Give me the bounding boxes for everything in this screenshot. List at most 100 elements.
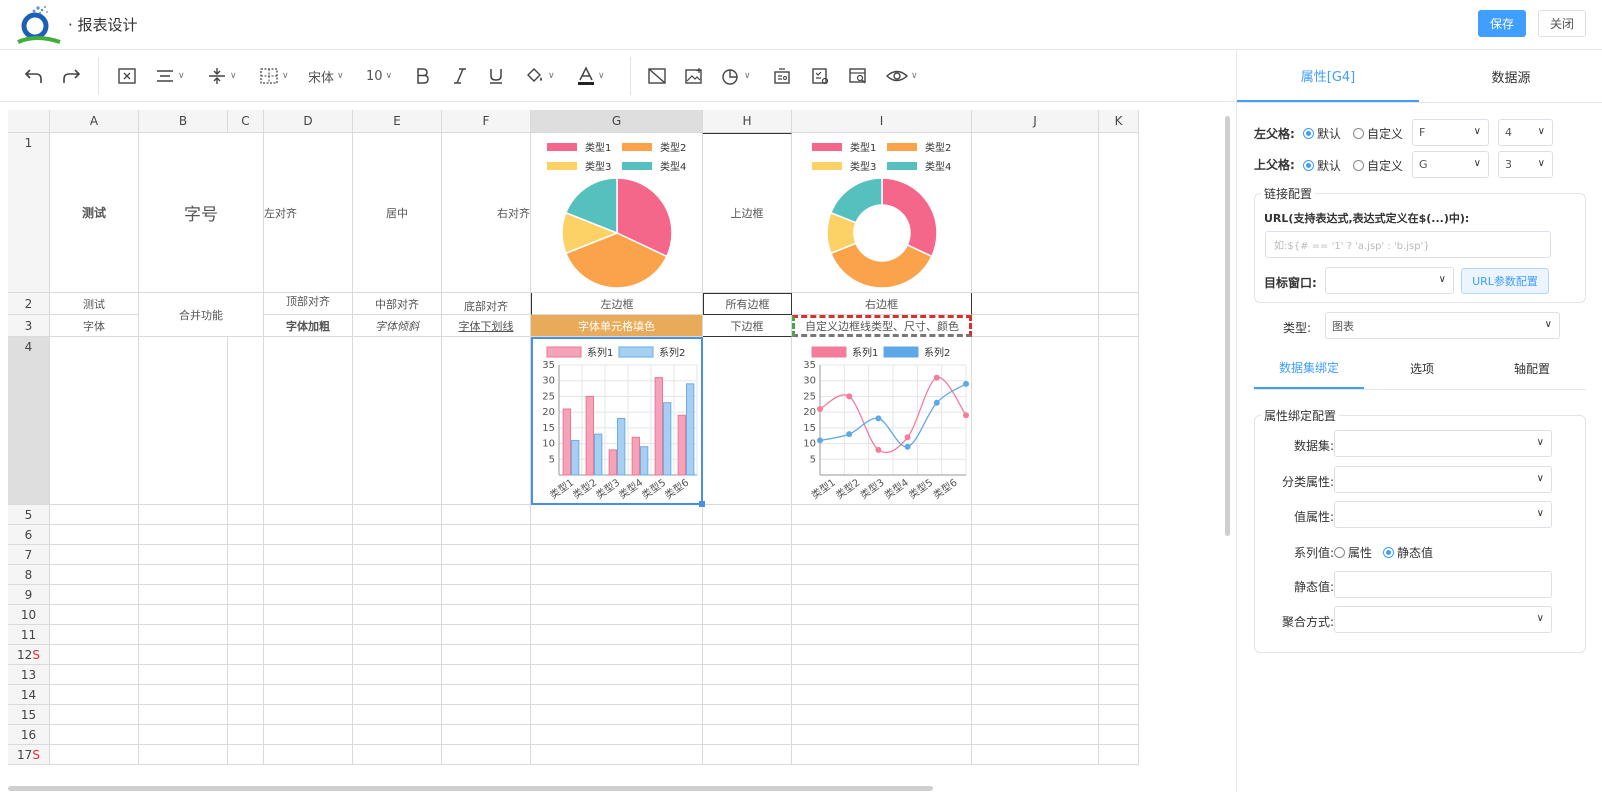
subtab-axis-config[interactable]: 轴配置: [1513, 362, 1550, 376]
cell-h6[interactable]: [703, 525, 792, 545]
cell-f8[interactable]: [442, 565, 531, 585]
cell-j5[interactable]: [972, 505, 1099, 525]
pie-chart[interactable]: 类型1 类型2 类型3 类型4: [531, 133, 703, 293]
column-header-a[interactable]: A: [50, 110, 139, 133]
cell-e13[interactable]: [353, 665, 442, 685]
cell-a13[interactable]: [50, 665, 139, 685]
cell-g2[interactable]: 左边框: [531, 293, 703, 315]
column-header-b[interactable]: B: [139, 110, 228, 133]
cell-g15[interactable]: [531, 705, 703, 725]
cell-h15[interactable]: [703, 705, 792, 725]
cell-a3[interactable]: 字体: [50, 315, 139, 337]
cell-b6[interactable]: [139, 525, 228, 545]
type-select[interactable]: 图表 ∨: [1325, 312, 1560, 339]
cell-a8[interactable]: [50, 565, 139, 585]
cell-g8[interactable]: [531, 565, 703, 585]
font-size-select[interactable]: 10 ∨: [366, 68, 393, 84]
cell-d17[interactable]: [264, 745, 353, 765]
row-header-4[interactable]: 4: [8, 337, 50, 505]
cell-e10[interactable]: [353, 605, 442, 625]
cell-h16[interactable]: [703, 725, 792, 745]
cell-a7[interactable]: [50, 545, 139, 565]
data-dictionary-icon[interactable]: [772, 63, 792, 89]
cell-b9[interactable]: [139, 585, 228, 605]
cell-g7[interactable]: [531, 545, 703, 565]
cell-d3[interactable]: 字体加粗: [264, 315, 353, 337]
cell-b1[interactable]: 字号: [139, 133, 264, 293]
cell-c6[interactable]: [228, 525, 264, 545]
horizontal-scrollbar[interactable]: [8, 786, 933, 791]
spreadsheet-grid[interactable]: A B C D E F G H I J K 1 2 3 4 5 6 7 8 9 10 11 12 S 13 14 15 16 17 S 测试…: [8, 110, 1222, 782]
row-header-10[interactable]: 10: [8, 605, 50, 625]
cell-b15[interactable]: [139, 705, 228, 725]
cell-d13[interactable]: [264, 665, 353, 685]
cell-d10[interactable]: [264, 605, 353, 625]
cell-f5[interactable]: [442, 505, 531, 525]
cell-d4[interactable]: [264, 337, 353, 505]
redo-icon[interactable]: [61, 63, 81, 89]
top-parent-default-radio[interactable]: 默认: [1303, 157, 1341, 174]
cell-j4[interactable]: [972, 337, 1099, 505]
cell-c17[interactable]: [228, 745, 264, 765]
cell-b5[interactable]: [139, 505, 228, 525]
cell-j10[interactable]: [972, 605, 1099, 625]
cell-g3[interactable]: 字体单元格填色: [531, 315, 703, 337]
cell-e14[interactable]: [353, 685, 442, 705]
cell-k2[interactable]: [1099, 293, 1139, 315]
cell-j6[interactable]: [972, 525, 1099, 545]
series-static-radio[interactable]: 静态值: [1383, 544, 1433, 561]
cell-a5[interactable]: [50, 505, 139, 525]
cell-i16[interactable]: [792, 725, 972, 745]
cell-h9[interactable]: [703, 585, 792, 605]
cell-g9[interactable]: [531, 585, 703, 605]
save-button[interactable]: 保存: [1478, 10, 1526, 37]
cell-b7[interactable]: [139, 545, 228, 565]
cell-e11[interactable]: [353, 625, 442, 645]
cell-g6[interactable]: [531, 525, 703, 545]
cell-j15[interactable]: [972, 705, 1099, 725]
cell-k6[interactable]: [1099, 525, 1139, 545]
font-color-icon[interactable]: ∨: [577, 63, 605, 89]
font-family-select[interactable]: 宋体 ∨: [308, 63, 344, 89]
cell-k8[interactable]: [1099, 565, 1139, 585]
top-parent-col-select[interactable]: G ∨: [1412, 151, 1489, 178]
cell-c13[interactable]: [228, 665, 264, 685]
cell-d15[interactable]: [264, 705, 353, 725]
row-header-8[interactable]: 8: [8, 565, 50, 585]
cell-a12[interactable]: [50, 645, 139, 665]
cell-i11[interactable]: [792, 625, 972, 645]
row-header-1[interactable]: 1: [8, 133, 50, 293]
cell-f1[interactable]: 右对齐: [442, 133, 531, 293]
visibility-icon[interactable]: ∨: [886, 63, 918, 89]
left-parent-default-radio[interactable]: 默认: [1303, 125, 1341, 142]
cell-g11[interactable]: [531, 625, 703, 645]
cell-k4[interactable]: [1099, 337, 1139, 505]
cell-h17[interactable]: [703, 745, 792, 765]
clear-format-icon[interactable]: [647, 63, 667, 89]
close-button[interactable]: 关闭: [1538, 10, 1586, 37]
cell-e17[interactable]: [353, 745, 442, 765]
row-header-3[interactable]: 3: [8, 315, 50, 337]
column-header-h[interactable]: H: [703, 110, 792, 133]
row-header-13[interactable]: 13: [8, 665, 50, 685]
cell-d5[interactable]: [264, 505, 353, 525]
cell-d2[interactable]: 顶部对齐: [264, 293, 353, 315]
cell-i2[interactable]: 右边框: [792, 293, 972, 315]
cell-k17[interactable]: [1099, 745, 1139, 765]
cell-f7[interactable]: [442, 545, 531, 565]
cell-e2[interactable]: 中部对齐: [353, 293, 442, 315]
cell-k7[interactable]: [1099, 545, 1139, 565]
align-horizontal-icon[interactable]: ∨: [155, 63, 185, 89]
cell-h11[interactable]: [703, 625, 792, 645]
cell-h12[interactable]: [703, 645, 792, 665]
fill-color-icon[interactable]: ∨: [525, 63, 555, 89]
subtab-dataset-binding[interactable]: 数据集绑定: [1254, 348, 1364, 389]
cell-j7[interactable]: [972, 545, 1099, 565]
column-header-j[interactable]: J: [972, 110, 1099, 133]
target-window-select[interactable]: ∨: [1325, 267, 1454, 294]
cell-a9[interactable]: [50, 585, 139, 605]
cell-h8[interactable]: [703, 565, 792, 585]
cell-g1[interactable]: [531, 133, 703, 293]
